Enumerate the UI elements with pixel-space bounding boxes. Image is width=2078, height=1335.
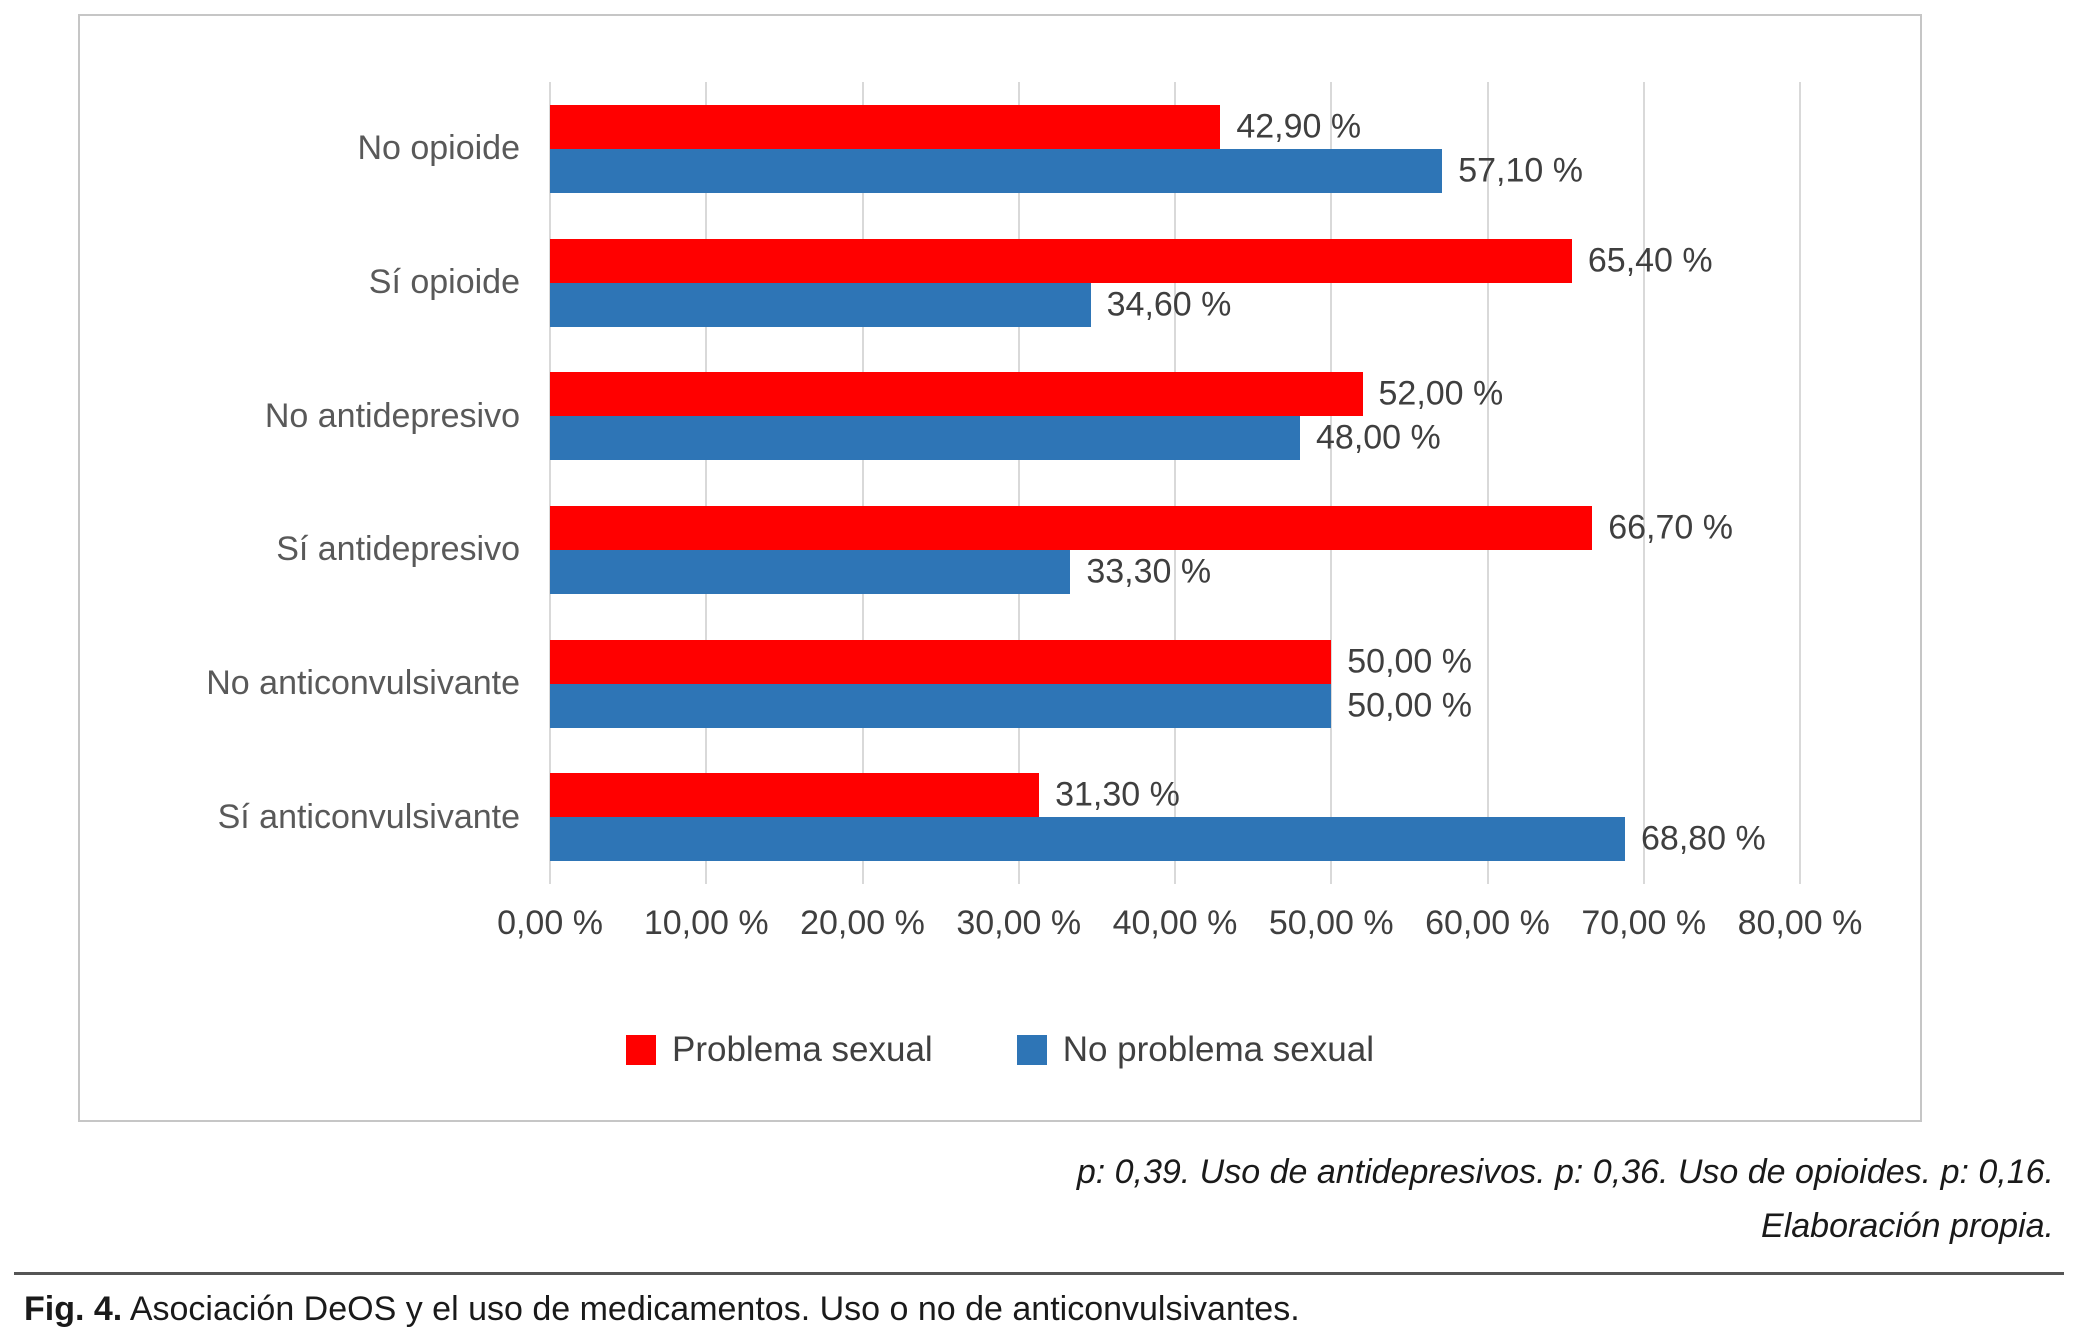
bar-value-label: 34,60 % [1106,285,1232,323]
bar-value-label: 42,90 % [1236,107,1362,146]
figure-caption: Fig. 4. Asociación DeOS y el uso de medi… [24,1290,1300,1329]
bar-no-problema-sexual [550,683,1332,728]
legend-item: No problema sexual [1016,1030,1374,1070]
bar-no-problema-sexual [550,282,1091,327]
category-label: Sí antidepresivo [276,530,520,569]
bar-value-label: 33,30 % [1086,552,1212,591]
gridline [1330,82,1333,884]
legend-item: Problema sexual [626,1030,933,1070]
bar-value-label: 52,00 % [1378,374,1504,413]
x-tick-label: 40,00 % [1112,904,1238,942]
x-tick-label: 60,00 % [1425,904,1550,942]
bar-problema-sexual [550,773,1040,818]
bar-no-problema-sexual [550,549,1071,594]
x-tick-label: 30,00 % [956,904,1082,942]
gridline [1486,82,1489,884]
bar-problema-sexual [550,505,1593,550]
x-tick-label: 50,00 % [1268,904,1394,942]
legend-label: No problema sexual [1062,1030,1374,1069]
chart-panel: No opioide 42,90 % 57,10 % Sí opioide 65,40 … [78,14,1922,1122]
bar-value-label: 66,70 % [1608,508,1733,547]
legend-marker [1016,1035,1047,1065]
footnote-line-1: p: 0,39. Uso de antidepresivos. p: 0,36.… [1076,1153,2054,1191]
bar-slot: 66,70 % 33,30 % [550,483,1800,617]
footnote: p: 0,39. Uso de antidepresivos. p: 0,36.… [1077,1146,2054,1253]
bar-value-label: 48,00 % [1316,418,1441,457]
bar-no-problema-sexual [550,148,1443,193]
category-label: Sí opioide [368,263,520,301]
gridline [705,82,708,884]
bar-value-label: 31,30 % [1055,775,1180,814]
gridline [1642,82,1645,884]
gridline [861,82,864,884]
category-label: No opioide [357,129,520,168]
caption-divider [14,1272,2064,1275]
caption-label: Fig. 4. [24,1290,123,1328]
bar-problema-sexual [550,639,1332,684]
bar-problema-sexual [550,104,1221,149]
category-label: No antidepresivo [264,396,520,435]
bar-slot: 65,40 % 34,60 % [550,216,1800,350]
chart-row: Sí anticonvulsivante 31,30 % 68,80 % [80,750,1800,884]
gridline [549,82,551,884]
gridline [1799,82,1801,884]
chart-row: Sí opioide 65,40 % 34,60 % [80,216,1800,350]
x-tick-label: 20,00 % [800,904,925,942]
x-tick-label: 80,00 % [1737,904,1863,942]
bar-slot: 52,00 % 48,00 % [550,349,1800,483]
bar-rows: No opioide 42,90 % 57,10 % Sí opioide 65,40 … [80,82,1800,884]
x-tick-label: 70,00 % [1581,904,1707,942]
bar-slot: 42,90 % 57,10 % [550,82,1800,216]
bar-no-problema-sexual [550,416,1300,461]
gridline [1017,82,1020,884]
bar-value-label: 50,00 % [1347,686,1473,725]
bar-value-label: 57,10 % [1458,151,1583,190]
legend-label: Problema sexual [672,1030,933,1069]
x-axis: 0,00 % 10,00 % 20,00 % 30,00 % 40,00 % 50,00 … [497,904,1862,948]
bar-problema-sexual [550,372,1363,417]
bar-value-label: 50,00 % [1347,642,1473,681]
caption-text: Asociación DeOS y el uso de medicamentos… [129,1290,1300,1328]
chart-row: No antidepresivo 52,00 % 48,00 % [80,349,1800,483]
x-tick-label: 10,00 % [643,904,769,942]
bar-no-problema-sexual [550,817,1625,862]
footnote-line-2: Elaboración propia. [1761,1206,2054,1245]
category-label: No anticonvulsivante [206,664,520,703]
bar-value-label: 65,40 % [1587,241,1713,279]
legend-marker [626,1035,656,1065]
bar-slot: 50,00 % 50,00 % [550,617,1800,751]
chart-row: No anticonvulsivante 50,00 % 50,00 % [80,617,1800,751]
bar-problema-sexual [550,238,1572,283]
gridlines [549,82,1801,884]
category-label: Sí anticonvulsivante [217,797,520,836]
bar-value-label: 68,80 % [1641,819,1766,858]
gridline [1174,82,1176,884]
x-tick-label: 0,00 % [497,904,603,942]
legend: Problema sexual No problema sexual [80,1030,1920,1070]
chart-row: No opioide 42,90 % 57,10 % [80,82,1800,216]
bar-slot: 31,30 % 68,80 % [550,750,1800,884]
chart-row: Sí antidepresivo 66,70 % 33,30 % [80,483,1800,617]
